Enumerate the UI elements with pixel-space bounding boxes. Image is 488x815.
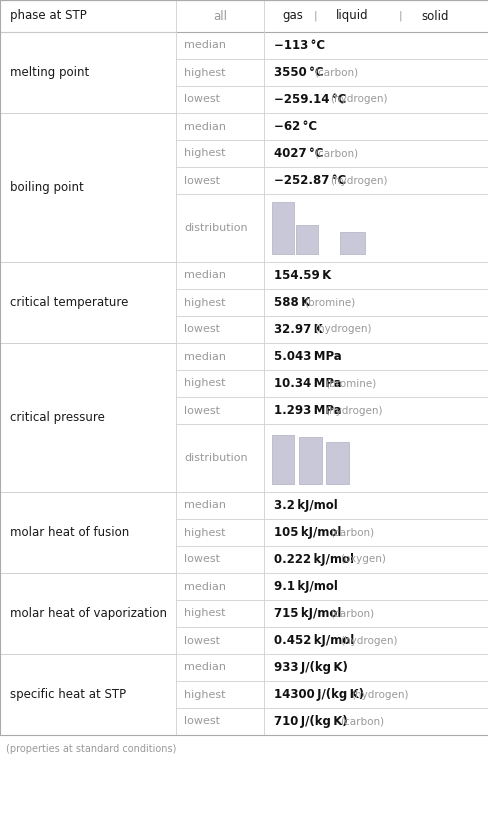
Text: 9.1 kJ/mol: 9.1 kJ/mol — [273, 580, 337, 593]
Text: (hydrogen): (hydrogen) — [324, 406, 382, 416]
Text: median: median — [183, 271, 225, 280]
Text: molar heat of fusion: molar heat of fusion — [10, 526, 129, 539]
Text: all: all — [213, 10, 226, 23]
Text: median: median — [183, 581, 225, 592]
Text: 154.59 K: 154.59 K — [273, 269, 331, 282]
Text: −62 °C: −62 °C — [273, 120, 317, 133]
Text: boiling point: boiling point — [10, 181, 83, 194]
Bar — [295, 226, 317, 254]
Text: critical pressure: critical pressure — [10, 411, 104, 424]
Text: median: median — [183, 121, 225, 131]
Text: (carbon): (carbon) — [340, 716, 384, 726]
Text: (bromine): (bromine) — [324, 378, 375, 389]
Text: lowest: lowest — [183, 324, 220, 334]
Bar — [271, 202, 294, 254]
Text: gas: gas — [282, 10, 302, 23]
Text: highest: highest — [183, 378, 225, 389]
Text: median: median — [183, 663, 225, 672]
Text: median: median — [183, 500, 225, 510]
Text: (carbon): (carbon) — [329, 527, 373, 538]
Text: lowest: lowest — [183, 406, 220, 416]
Text: 933 J/(kg K): 933 J/(kg K) — [273, 661, 347, 674]
Text: liquid: liquid — [335, 10, 368, 23]
Bar — [326, 443, 348, 484]
Text: 32.97 K: 32.97 K — [273, 323, 322, 336]
Text: 0.452 kJ/mol: 0.452 kJ/mol — [273, 634, 354, 647]
Text: lowest: lowest — [183, 636, 220, 645]
Text: (hydrogen): (hydrogen) — [350, 689, 407, 699]
Text: lowest: lowest — [183, 175, 220, 186]
Text: highest: highest — [183, 148, 225, 158]
Text: solid: solid — [421, 10, 448, 23]
Text: 1.293 MPa: 1.293 MPa — [273, 404, 341, 417]
Text: molar heat of vaporization: molar heat of vaporization — [10, 607, 167, 620]
Text: median: median — [183, 41, 225, 51]
Bar — [271, 434, 294, 484]
Text: −252.87 °C: −252.87 °C — [273, 174, 346, 187]
Text: 0.222 kJ/mol: 0.222 kJ/mol — [273, 553, 353, 566]
Text: 3.2 kJ/mol: 3.2 kJ/mol — [273, 499, 337, 512]
Text: highest: highest — [183, 68, 225, 77]
Text: 588 K: 588 K — [273, 296, 310, 309]
Text: median: median — [183, 351, 225, 362]
Text: 3550 °C: 3550 °C — [273, 66, 323, 79]
Text: lowest: lowest — [183, 95, 220, 104]
Text: distribution: distribution — [183, 453, 247, 463]
Text: |: | — [313, 11, 317, 21]
Text: specific heat at STP: specific heat at STP — [10, 688, 126, 701]
Text: 715 kJ/mol: 715 kJ/mol — [273, 607, 341, 620]
Text: highest: highest — [183, 527, 225, 538]
Text: (hydrogen): (hydrogen) — [314, 324, 371, 334]
Text: 105 kJ/mol: 105 kJ/mol — [273, 526, 341, 539]
Text: 710 J/(kg K): 710 J/(kg K) — [273, 715, 347, 728]
Text: critical temperature: critical temperature — [10, 296, 128, 309]
Text: −113 °C: −113 °C — [273, 39, 325, 52]
Text: (bromine): (bromine) — [304, 297, 355, 307]
Text: 4027 °C: 4027 °C — [273, 147, 323, 160]
Text: (hydrogen): (hydrogen) — [329, 95, 387, 104]
Text: 10.34 MPa: 10.34 MPa — [273, 377, 341, 390]
Text: (properties at standard conditions): (properties at standard conditions) — [6, 744, 176, 754]
Text: lowest: lowest — [183, 554, 220, 565]
Text: (carbon): (carbon) — [314, 148, 358, 158]
Text: (hydrogen): (hydrogen) — [340, 636, 397, 645]
Text: lowest: lowest — [183, 716, 220, 726]
Text: highest: highest — [183, 689, 225, 699]
Bar — [340, 232, 364, 254]
Text: highest: highest — [183, 297, 225, 307]
Text: (carbon): (carbon) — [329, 609, 373, 619]
Text: (hydrogen): (hydrogen) — [329, 175, 387, 186]
Text: (oxygen): (oxygen) — [340, 554, 386, 565]
Bar — [299, 437, 321, 484]
Text: melting point: melting point — [10, 66, 89, 79]
Text: phase at STP: phase at STP — [10, 10, 86, 23]
Text: 14300 J/(kg K): 14300 J/(kg K) — [273, 688, 364, 701]
Text: (carbon): (carbon) — [314, 68, 358, 77]
Text: 5.043 MPa: 5.043 MPa — [273, 350, 341, 363]
Text: |: | — [398, 11, 402, 21]
Text: highest: highest — [183, 609, 225, 619]
Text: −259.14 °C: −259.14 °C — [273, 93, 346, 106]
Text: distribution: distribution — [183, 223, 247, 233]
